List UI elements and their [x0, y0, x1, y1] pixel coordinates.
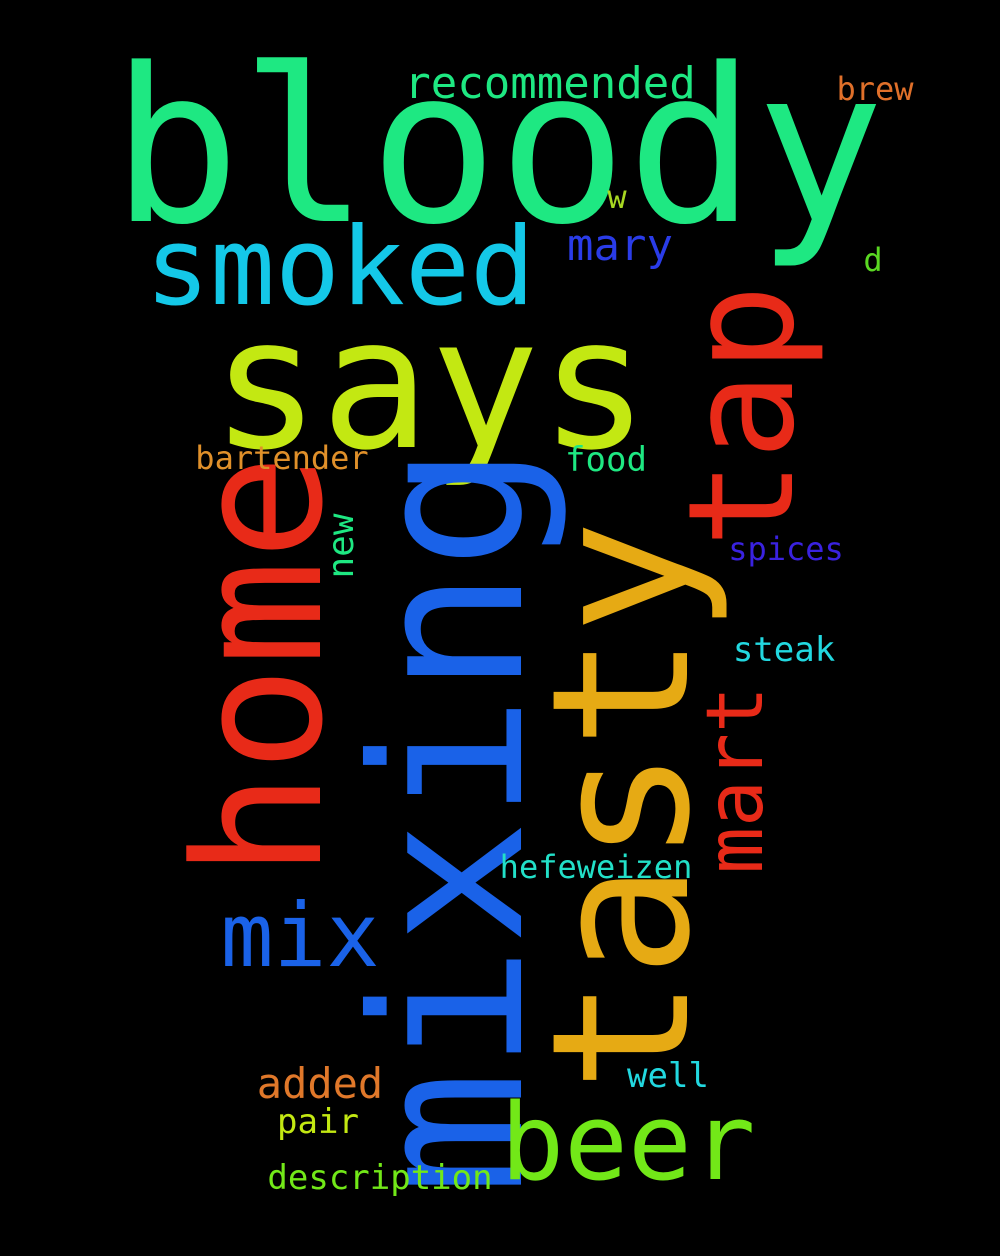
word-mix: mix — [220, 884, 380, 987]
word-beer: beer — [500, 1081, 756, 1204]
word-says: says — [210, 278, 650, 490]
word-tasty: tasty — [511, 520, 732, 1092]
word-mart: mart — [691, 686, 781, 874]
word-recommended: recommended — [404, 58, 696, 109]
word-steak: steak — [732, 630, 836, 670]
word-pair: pair — [277, 1102, 359, 1142]
word-added: added — [256, 1059, 384, 1108]
word-food: food — [565, 440, 647, 480]
word-d: d — [863, 241, 883, 279]
word-tap: tap — [657, 284, 827, 548]
word-well: well — [627, 1056, 709, 1096]
word-new: new — [321, 513, 362, 579]
word-bloody: bloody — [111, 23, 885, 272]
word-hefeweizen: hefeweizen — [499, 848, 693, 886]
word-smoked: smoked — [144, 205, 536, 330]
word-w: w — [607, 178, 627, 216]
word-description: description — [267, 1158, 493, 1198]
word-bartender: bartender — [195, 439, 369, 477]
word-spices: spices — [728, 530, 844, 568]
word-mary: mary — [567, 220, 673, 271]
word-brew: brew — [836, 70, 914, 108]
